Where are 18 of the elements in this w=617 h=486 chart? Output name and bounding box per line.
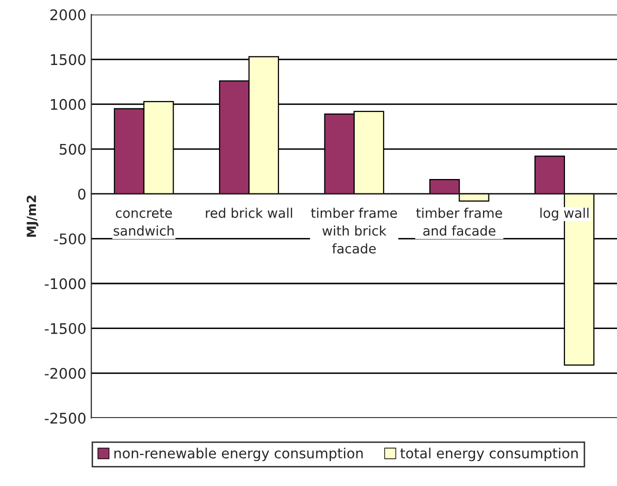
y-tick-label: -1000: [44, 278, 86, 290]
legend-label: non-renewable energy consumption: [114, 448, 363, 462]
legend-label: total energy consumption: [400, 448, 578, 462]
x-tick-label: concrete sandwich: [114, 208, 174, 236]
y-tick-label: 1000: [50, 98, 86, 110]
y-tick-label: -500: [54, 233, 86, 244]
y-tick-label: -2500: [44, 412, 86, 424]
x-tick-label: log wall: [540, 208, 588, 221]
y-tick-label: -2000: [44, 368, 86, 379]
x-tick-label: timber frame with brick facade: [311, 208, 397, 254]
y-tick-label: 2000: [50, 9, 86, 20]
y-tick-label: 0: [78, 188, 86, 200]
x-tick-label: red brick wall: [206, 208, 292, 218]
y-tick-label: 1500: [50, 54, 86, 66]
x-tick-label: timber frame and facade: [416, 208, 502, 236]
y-tick-label: -1500: [44, 323, 86, 334]
y-axis-title: MJ/m2: [26, 196, 38, 237]
y-tick-label: 500: [60, 144, 86, 155]
